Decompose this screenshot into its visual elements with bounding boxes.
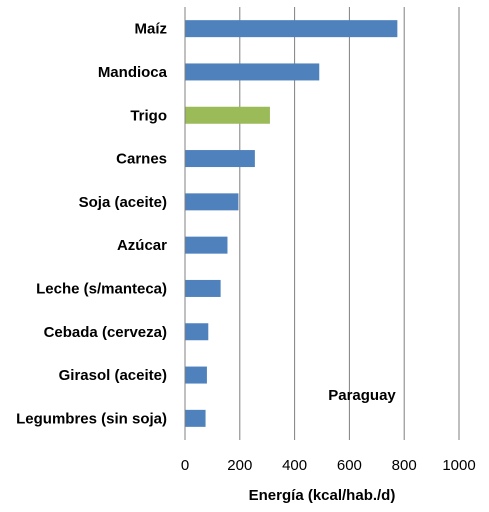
category-label-0: Maíz xyxy=(134,21,167,38)
bar-3 xyxy=(185,150,255,168)
x-tick-label-1: 200 xyxy=(227,457,252,474)
bar-0 xyxy=(185,20,398,38)
category-label-7: Cebada (cerveza) xyxy=(44,324,167,341)
category-label-4: Soja (aceite) xyxy=(79,194,167,211)
x-tick-label-0: 0 xyxy=(181,457,189,474)
x-axis-title: Energía (kcal/hab./d) xyxy=(249,487,396,504)
bar-7 xyxy=(185,323,209,341)
bars xyxy=(185,20,398,427)
bar-2 xyxy=(185,106,270,124)
x-tick-label-3: 600 xyxy=(337,457,362,474)
x-tick-labels: 0 200 400 600 800 1000 xyxy=(181,457,476,474)
category-label-8: Girasol (aceite) xyxy=(59,367,167,384)
category-label-6: Leche (s/manteca) xyxy=(36,280,167,297)
category-label-3: Carnes xyxy=(116,151,167,168)
category-labels: Maíz Mandioca Trigo Carnes Soja (aceite) Azúc… xyxy=(16,21,168,428)
category-label-1: Mandioca xyxy=(98,64,168,81)
category-label-2: Trigo xyxy=(130,107,167,124)
bar-5 xyxy=(185,236,228,254)
x-tick-label-5: 1000 xyxy=(442,457,475,474)
bar-9 xyxy=(185,409,206,427)
category-label-9: Legumbres (sin soja) xyxy=(16,410,167,427)
bar-8 xyxy=(185,366,207,384)
x-tick-label-2: 400 xyxy=(282,457,307,474)
bar-6 xyxy=(185,279,221,297)
bar-1 xyxy=(185,63,320,81)
x-tick-label-4: 800 xyxy=(392,457,417,474)
bar-4 xyxy=(185,193,239,211)
chart-annotation: Paraguay xyxy=(328,387,396,404)
category-label-5: Azúcar xyxy=(117,237,167,254)
